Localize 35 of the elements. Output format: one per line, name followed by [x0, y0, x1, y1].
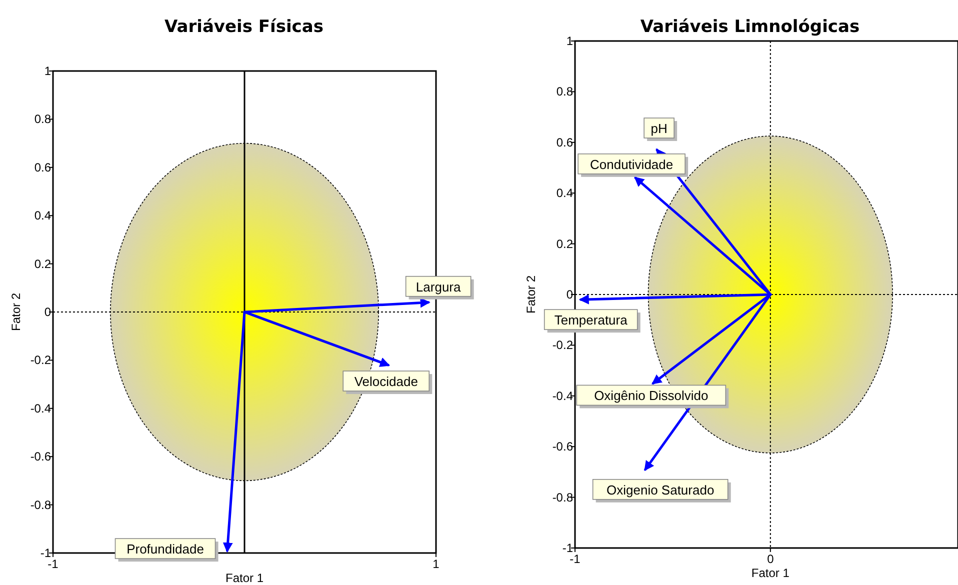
y-axis-title: Fator 2 — [9, 292, 23, 332]
chart-title: Variáveis Físicas — [164, 17, 324, 37]
series-label: pH — [650, 121, 668, 136]
y-tick-label: 0.4 — [556, 186, 574, 200]
series-label: Velocidade — [354, 374, 418, 390]
x-tick-label: 0 — [767, 552, 774, 566]
y-tick-label: -0.2 — [552, 338, 574, 352]
x-tick-label: 1 — [432, 557, 440, 571]
y-tick-label: -0.8 — [30, 498, 52, 512]
y-tick-label: 0.4 — [34, 208, 52, 223]
y-tick-label: -0.4 — [30, 401, 52, 416]
y-tick-label: -1 — [562, 541, 574, 555]
x-axis-title: Fator 1 — [751, 566, 790, 580]
y-tick-label: 0.2 — [34, 256, 52, 271]
series-label: Oxigênio Dissolvido — [594, 388, 708, 404]
series-label: Oxigenio Saturado — [606, 482, 714, 498]
y-tick-label: -0.4 — [552, 388, 574, 403]
y-tick-label: 0.8 — [556, 84, 574, 99]
chart-title: Variáveis Limnológicas — [640, 17, 860, 37]
series-label: Largura — [416, 279, 462, 294]
y-tick-label: 0.6 — [556, 135, 574, 150]
y-tick-label: -0.6 — [552, 440, 574, 454]
y-axis-title: Fator 2 — [524, 275, 538, 314]
y-tick-label: -0.6 — [30, 450, 52, 464]
y-tick-label: 1 — [44, 64, 52, 78]
series-label: Profundidade — [126, 542, 204, 557]
y-tick-label: 1 — [566, 34, 574, 48]
y-tick-label: 0.6 — [34, 160, 52, 174]
y-tick-label: 0.8 — [34, 112, 52, 126]
series-label: Condutividade — [590, 156, 674, 172]
y-tick-label: -0.8 — [552, 490, 574, 504]
series-label: Temperatura — [554, 312, 628, 328]
y-tick-label: 0.2 — [556, 236, 574, 251]
x-axis-title: Fator 1 — [225, 571, 264, 585]
y-tick-label: -0.2 — [30, 353, 52, 368]
